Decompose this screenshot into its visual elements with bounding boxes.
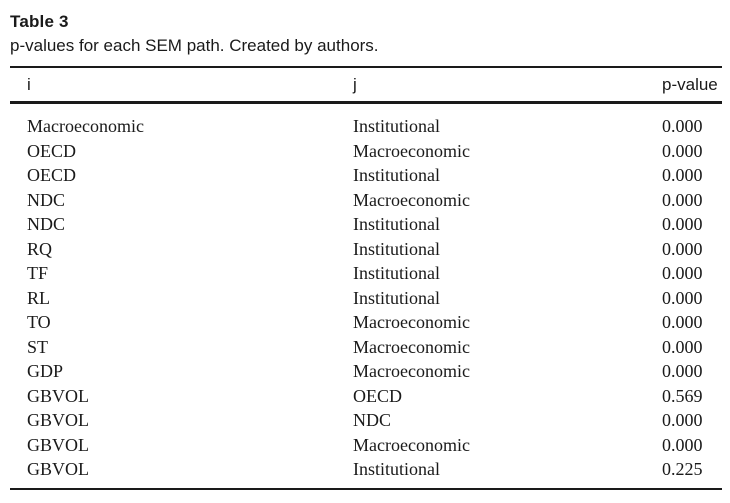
cell-i: Macroeconomic (27, 116, 144, 137)
cell-p-value: 0.569 (662, 385, 703, 406)
cell-p-value: 0.000 (662, 287, 703, 308)
cell-j: Macroeconomic (353, 434, 470, 455)
cell-j: Institutional (353, 287, 440, 308)
header-row: i j p-value (10, 68, 722, 101)
table-row: GBVOL Macroeconomic 0.000 (10, 433, 722, 458)
table-row: GBVOL OECD 0.569 (10, 384, 722, 409)
cell-i: RL (27, 287, 51, 308)
cell-j: Macroeconomic (353, 189, 470, 210)
table-row: RL Institutional 0.000 (10, 286, 722, 311)
cell-i: GBVOL (27, 410, 89, 431)
table-block: Table 3 p-values for each SEM path. Crea… (10, 12, 722, 490)
cell-j: Institutional (353, 459, 440, 480)
table-row: OECD Institutional 0.000 (10, 163, 722, 188)
cell-j: NDC (353, 410, 392, 431)
table-row: ST Macroeconomic 0.000 (10, 335, 722, 360)
cell-i: NDC (27, 214, 66, 235)
table-row: OECD Macroeconomic 0.000 (10, 139, 722, 164)
cell-i: ST (27, 336, 49, 357)
cell-i: GDP (27, 361, 64, 382)
spacer-row (10, 104, 722, 114)
table-row: GDP Macroeconomic 0.000 (10, 359, 722, 384)
table-row: TF Institutional 0.000 (10, 261, 722, 286)
cell-j: Macroeconomic (353, 336, 470, 357)
header-j: j (353, 74, 357, 94)
table-row: NDC Macroeconomic 0.000 (10, 188, 722, 213)
table-title: Table 3 (10, 12, 69, 31)
cell-p-value: 0.000 (662, 312, 703, 333)
cell-j: Institutional (353, 238, 440, 259)
cell-i: TF (27, 263, 49, 284)
cell-j: Institutional (353, 214, 440, 235)
table-body: Macroeconomic Institutional 0.000 OECD Macro… (10, 104, 722, 488)
cell-p-value: 0.000 (662, 434, 703, 455)
cell-j: Institutional (353, 263, 440, 284)
cell-j: Institutional (353, 116, 440, 137)
cell-i: OECD (27, 140, 76, 161)
cell-i: GBVOL (27, 459, 89, 480)
table-row: TO Macroeconomic 0.000 (10, 310, 722, 335)
cell-p-value: 0.000 (662, 214, 703, 235)
cell-i: GBVOL (27, 434, 89, 455)
cell-p-value: 0.000 (662, 116, 703, 137)
table-row: NDC Institutional 0.000 (10, 212, 722, 237)
header-i: i (27, 74, 31, 94)
cell-i: RQ (27, 238, 53, 259)
table-row: GBVOL Institutional 0.225 (10, 457, 722, 482)
cell-i: OECD (27, 165, 76, 186)
cell-j: Macroeconomic (353, 140, 470, 161)
table-header: i j p-value (10, 68, 722, 101)
cell-p-value: 0.000 (662, 410, 703, 431)
header-p-value: p-value (662, 74, 718, 94)
table-row: GBVOL NDC 0.000 (10, 408, 722, 433)
table-row: RQ Institutional 0.000 (10, 237, 722, 262)
cell-p-value: 0.000 (662, 336, 703, 357)
cell-i: TO (27, 312, 51, 333)
sem-pvalue-table: i j p-value (10, 68, 722, 101)
cell-p-value: 0.000 (662, 189, 703, 210)
header-rule (10, 101, 722, 104)
cell-p-value: 0.225 (662, 459, 703, 480)
cell-p-value: 0.000 (662, 361, 703, 382)
cell-j: Macroeconomic (353, 361, 470, 382)
cell-i: NDC (27, 189, 66, 210)
cell-j: Macroeconomic (353, 312, 470, 333)
bottom-rule (10, 487, 722, 490)
cell-p-value: 0.000 (662, 165, 703, 186)
sem-pvalue-table-body: Macroeconomic Institutional 0.000 OECD Macro… (10, 104, 722, 488)
table-row: Macroeconomic Institutional 0.000 (10, 114, 722, 139)
cell-p-value: 0.000 (662, 263, 703, 284)
cell-p-value: 0.000 (662, 140, 703, 161)
cell-j: OECD (353, 385, 402, 406)
cell-p-value: 0.000 (662, 238, 703, 259)
cell-i: GBVOL (27, 385, 89, 406)
cell-j: Institutional (353, 165, 440, 186)
top-rule (10, 66, 722, 68)
table-caption: p-values for each SEM path. Created by a… (10, 36, 379, 55)
